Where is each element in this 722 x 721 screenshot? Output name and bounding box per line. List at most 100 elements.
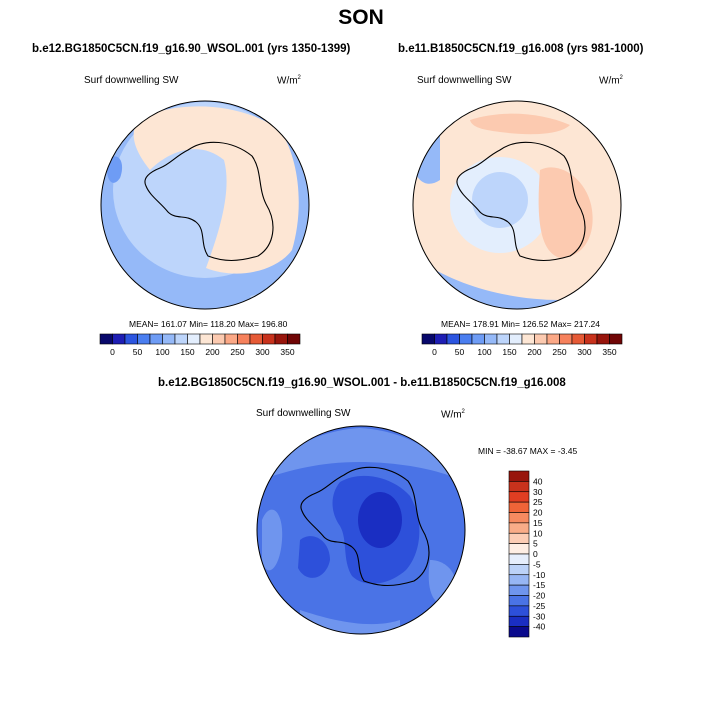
panel-3-colorbar-tick-label: 10	[533, 528, 543, 538]
panel-2-contours	[413, 101, 621, 309]
panel-1-colorbar-box	[99, 333, 113, 345]
panel-2-colorbar-tick-label: 300	[577, 347, 591, 357]
panel-3-colorbar-tick-label: -5	[533, 559, 541, 569]
panel-3-colorbar-tick-label: 40	[533, 476, 543, 486]
panel-2-stats: MEAN= 178.91 Min= 126.52 Max= 217.24	[441, 319, 601, 329]
panel-2-coastline	[456, 141, 586, 262]
panel-1-colorbar-box	[274, 333, 288, 345]
panel-3-colorbar-box	[508, 532, 530, 544]
panel-1-colorbar-tick-label: 200	[205, 347, 219, 357]
panel-1-colorbar-box	[287, 333, 301, 345]
panel-1-stats: MEAN= 161.07 Min= 118.20 Max= 196.80	[129, 319, 288, 329]
panel-1-colorbar-tick-label: 100	[155, 347, 169, 357]
panel-2-colorbar-box	[609, 333, 623, 345]
panel-2-colorbar-box	[521, 333, 535, 345]
panel-3-colorbar-box	[508, 584, 530, 596]
panel-3-colorbar-tick-label: -25	[533, 601, 546, 611]
panel-1-colorbar-box	[112, 333, 126, 345]
panel-1-colorbar-box	[174, 333, 188, 345]
panel-2-colorbar-tick-label: 200	[527, 347, 541, 357]
panel-1-colorbar-box	[124, 333, 138, 345]
panel-3-colorbar-box	[508, 564, 530, 576]
panel-3-colorbar-box	[508, 470, 530, 482]
panel-1-title: b.e12.BG1850C5CN.f19_g16.90_WSOL.001 (yr…	[32, 43, 351, 55]
panel-2-colorbar-box	[596, 333, 610, 345]
panel-1-colorbar-tick-label: 0	[110, 347, 115, 357]
panel-2-colorbar-box	[571, 333, 585, 345]
panel-2-colorbar: 0 50 100 150 200 250 300 350	[421, 333, 623, 357]
panel-3-colorbar-box	[508, 553, 530, 565]
panel-3-field-label: Surf downwelling SW	[256, 408, 351, 419]
panel-3-colorbar-tick-label: -10	[533, 570, 546, 580]
panel-3-colorbar-tick-label: 0	[533, 549, 538, 559]
panel-1-colorbar-box	[262, 333, 276, 345]
panel-2-colorbar-tick-label: 350	[602, 347, 616, 357]
panel-1-colorbar-box	[137, 333, 151, 345]
panel-2-colorbar-box	[421, 333, 435, 345]
panel-3-colorbar-tick-label: 15	[533, 518, 543, 528]
panel-1-colorbar-tick-label: 50	[133, 347, 143, 357]
panel-3-stats: MIN = -38.67 MAX = -3.45	[478, 446, 578, 456]
panel-3-coastline	[300, 466, 430, 587]
panel-2-colorbar-box	[446, 333, 460, 345]
panel-3-colorbar-tick-label: -30	[533, 611, 546, 621]
panel-3-contours	[257, 426, 465, 634]
panel-3-colorbar-box	[508, 543, 530, 555]
panel-1-field-label: Surf downwelling SW	[84, 75, 179, 86]
panel-2-field-label: Surf downwelling SW	[417, 75, 512, 86]
panel-2-colorbar-tick-label: 150	[502, 347, 516, 357]
panel-1-colorbar: 0 50 100 150 200 250 300 350	[99, 333, 301, 357]
panel-1-colorbar-tick-label: 350	[280, 347, 294, 357]
panel-2-colorbar-tick-label: 100	[477, 347, 491, 357]
panel-3-colorbar-tick-label: -20	[533, 591, 546, 601]
panel-2-map-border	[412, 100, 622, 310]
panel-1-colorbar-box	[212, 333, 226, 345]
panel-3-title: b.e12.BG1850C5CN.f19_g16.90_WSOL.001 - b…	[158, 377, 566, 389]
panel-3-colorbar-box	[508, 615, 530, 627]
panel-1-colorbar-box	[162, 333, 176, 345]
panel-3-colorbar-box	[508, 491, 530, 503]
panel-1-map-border	[100, 100, 310, 310]
panel-1-colorbar-tick-label: 250	[230, 347, 244, 357]
panel-3-map-border	[256, 425, 466, 635]
panel-2-colorbar-box	[584, 333, 598, 345]
panel-2-units: W/m2	[599, 75, 623, 87]
panel-3-colorbar-box	[508, 522, 530, 534]
panel-2-colorbar-tick-label: 50	[455, 347, 465, 357]
panel-2-colorbar-box	[509, 333, 523, 345]
panel-2-colorbar-tick-label: 0	[432, 347, 437, 357]
panel-1-colorbar-box	[187, 333, 201, 345]
panel-1-colorbar-box	[237, 333, 251, 345]
panel-2-colorbar-box	[471, 333, 485, 345]
panel-2-title: b.e11.B1850C5CN.f19_g16.008 (yrs 981-100…	[398, 43, 644, 55]
panel-3-colorbar-box	[508, 605, 530, 617]
panel-1-colorbar-box	[199, 333, 213, 345]
panel-3-colorbar-tick-label: 25	[533, 497, 543, 507]
panel-3-colorbar-tick-label: -40	[533, 622, 546, 632]
panel-3-colorbar-box	[508, 481, 530, 493]
panel-3-colorbar-box	[508, 501, 530, 513]
panel-2-colorbar-box	[459, 333, 473, 345]
panel-3-colorbar-tick-label: 30	[533, 487, 543, 497]
panel-3-colorbar-box	[508, 512, 530, 524]
panel-1-coastline	[144, 141, 274, 262]
panel-3-colorbar-tick-label: 20	[533, 508, 543, 518]
panel-2-colorbar-tick-label: 250	[552, 347, 566, 357]
panel-1-colorbar-tick-label: 150	[180, 347, 194, 357]
panel-3-colorbar-tick-label: 5	[533, 539, 538, 549]
panel-1-units: W/m2	[277, 75, 301, 87]
panel-1-colorbar-box	[249, 333, 263, 345]
panel-2-colorbar-box	[534, 333, 548, 345]
panel-2-colorbar-box	[559, 333, 573, 345]
panel-2-colorbar-box	[484, 333, 498, 345]
panel-3-colorbar-box	[508, 595, 530, 607]
panel-1-colorbar-box	[224, 333, 238, 345]
panel-2-colorbar-box	[546, 333, 560, 345]
panel-1-contours	[101, 101, 309, 309]
page-title: SON	[338, 6, 384, 29]
panel-2-colorbar-box	[496, 333, 510, 345]
panel-3-colorbar-tick-label: -15	[533, 580, 546, 590]
panel-1-colorbar-box	[149, 333, 163, 345]
